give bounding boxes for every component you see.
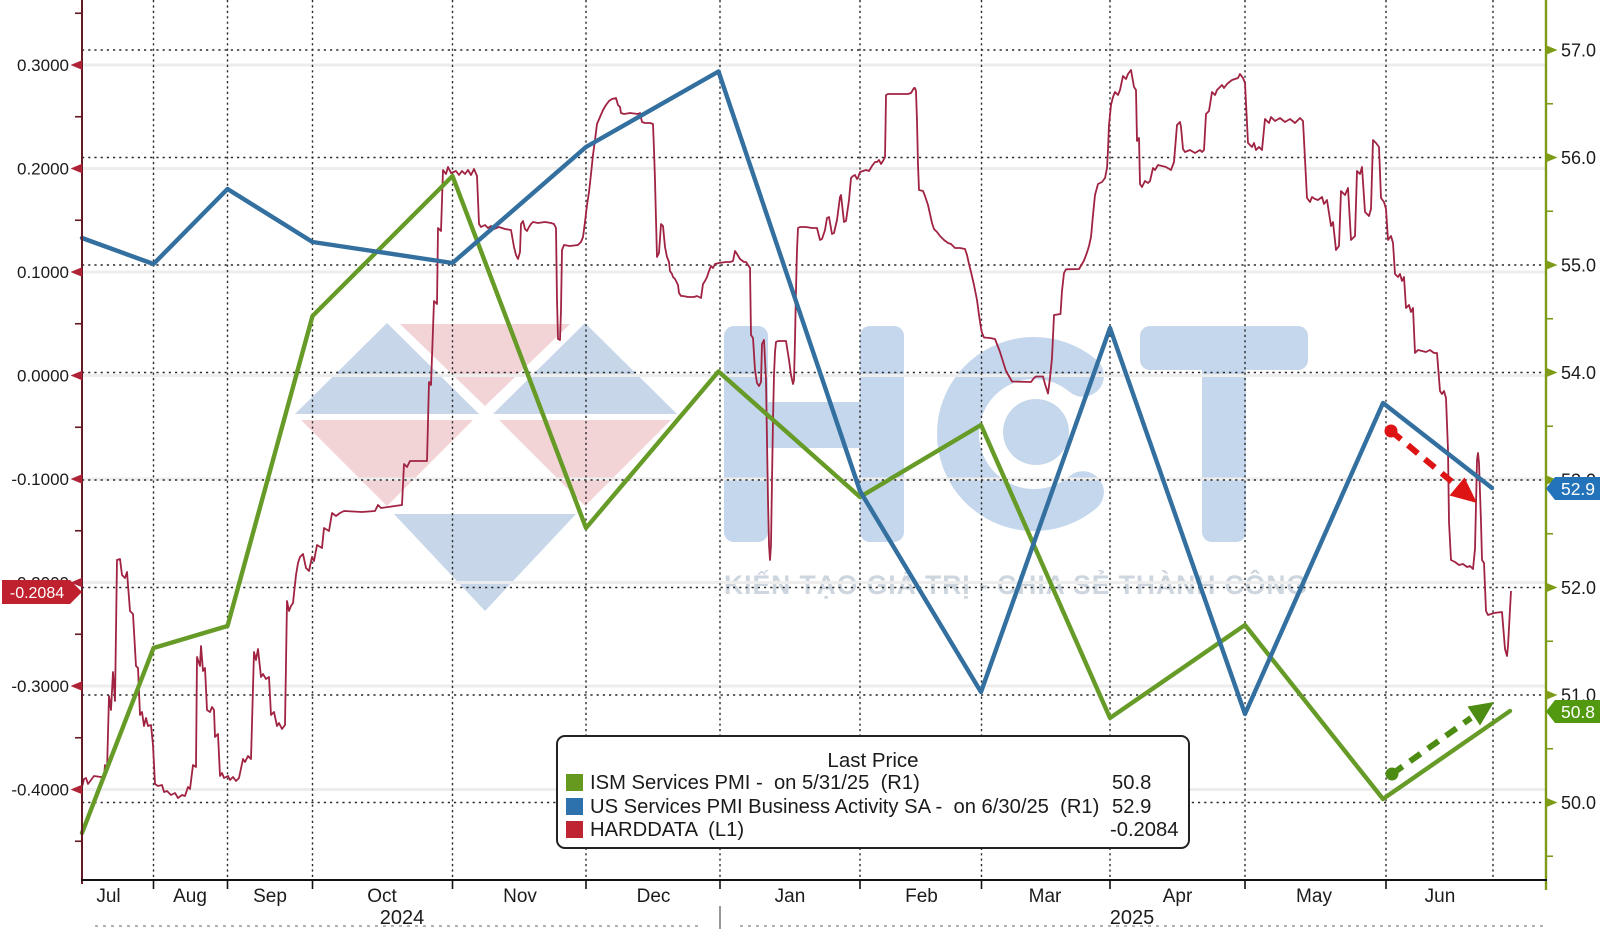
svg-text:May: May [1296,886,1332,907]
svg-text:50.0: 50.0 [1561,793,1596,813]
svg-text:-0.2084: -0.2084 [10,585,64,602]
svg-text:Dec: Dec [637,886,671,907]
svg-text:-0.2084: -0.2084 [1110,819,1178,841]
svg-text:US Services PMI Business Activ: US Services PMI Business Activity SA - o… [590,796,1099,818]
svg-text:2025: 2025 [1110,907,1155,929]
svg-text:2024: 2024 [380,907,425,929]
svg-text:52.9: 52.9 [1561,479,1595,499]
svg-text:52.9: 52.9 [1112,796,1151,818]
svg-text:HARDDATA (L1): HARDDATA (L1) [590,819,744,841]
svg-text:-0.4000: -0.4000 [11,781,69,800]
svg-text:-0.1000: -0.1000 [11,470,69,489]
svg-text:57.0: 57.0 [1561,41,1596,61]
svg-text:ISM Services PMI - on 5/31/25: ISM Services PMI - on 5/31/25 (R1) [590,772,920,794]
svg-text:Last Price: Last Price [827,749,918,772]
svg-text:Feb: Feb [905,886,938,907]
svg-text:Jan: Jan [775,886,806,907]
svg-text:56.0: 56.0 [1561,148,1596,168]
svg-text:Jul: Jul [96,886,120,907]
svg-text:55.0: 55.0 [1561,256,1596,276]
svg-text:50.8: 50.8 [1112,772,1151,794]
svg-text:Mar: Mar [1029,886,1062,907]
svg-text:Apr: Apr [1163,886,1193,907]
svg-text:0.3000: 0.3000 [17,56,69,75]
svg-text:0.1000: 0.1000 [17,263,69,282]
svg-text:54.0: 54.0 [1561,363,1596,383]
svg-text:Nov: Nov [503,886,537,907]
svg-text:Jun: Jun [1425,886,1456,907]
svg-text:0.2000: 0.2000 [17,160,69,179]
svg-text:50.8: 50.8 [1561,702,1595,722]
svg-text:Aug: Aug [173,886,207,907]
svg-text:52.0: 52.0 [1561,578,1596,598]
svg-text:-0.3000: -0.3000 [11,677,69,696]
svg-text:0.0000: 0.0000 [17,367,69,386]
svg-text:Sep: Sep [253,886,287,907]
svg-text:Oct: Oct [367,886,397,907]
